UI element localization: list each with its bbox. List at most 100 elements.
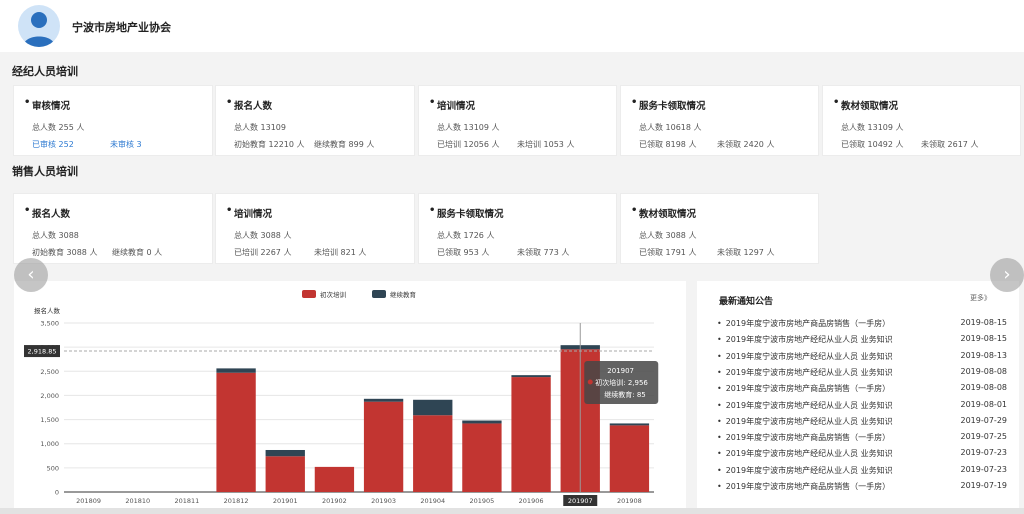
signup-chart-panel: 初次培训继续教育报名人数05001,0001,5002,0002,5003,00… xyxy=(14,281,686,508)
card-total: 总人数 3088 xyxy=(32,231,79,240)
bar-initial xyxy=(511,377,551,492)
card-total: 总人数 10618 人 xyxy=(639,123,702,132)
card-stat-b: 未培训 1053 人 xyxy=(517,140,575,149)
broker-card-review: 审核情况 总人数 255 人 已审核 252 未审核 3 xyxy=(13,85,213,156)
bar-initial xyxy=(609,425,650,492)
x-tick-label: 201903 xyxy=(371,497,396,505)
broker-card-textbook: 教材领取情况 总人数 13109 人 已领取 10492 人 未领取 2617 人 xyxy=(822,85,1021,156)
x-tick-label: 201811 xyxy=(175,497,200,505)
notice-item-date: 2019-08-15 xyxy=(960,318,1008,327)
card-title: 教材领取情况 xyxy=(833,97,898,112)
notice-item-date: 2019-08-13 xyxy=(960,350,1008,360)
sales-card-textbook: 教材领取情况 总人数 3088 人 已领取 1791 人 未领取 1297 人 xyxy=(620,193,819,264)
notice-item[interactable]: 2019年度宁波市房地产商品房销售（一手房） 2019-07-19 xyxy=(717,481,1011,497)
bar-initial xyxy=(363,401,404,492)
card-stat-b: 继续教育 0 人 xyxy=(112,248,163,257)
card-title: 审核情况 xyxy=(24,97,70,112)
unreviewed-link[interactable]: 未审核 3 xyxy=(110,140,142,149)
x-tick-label: 201907 xyxy=(568,497,593,505)
notice-item[interactable]: 2019年度宁波市房地产经纪从业人员 业务知识 2019-08-15 xyxy=(717,334,1011,350)
x-tick-label: 201812 xyxy=(224,497,249,505)
notice-item-date: 2019-08-15 xyxy=(960,334,1008,344)
notice-item-title: 2019年度宁波市房地产商品房销售（一手房） xyxy=(717,383,890,394)
notice-item[interactable]: 2019年度宁波市房地产商品房销售（一手房） 2019-08-08 xyxy=(717,383,1011,399)
card-title: 报名人数 xyxy=(24,205,70,220)
bar-initial xyxy=(462,423,502,492)
bar-initial xyxy=(413,415,453,492)
horizontal-scrollbar[interactable] xyxy=(0,508,1024,514)
notice-item-title: 2019年度宁波市房地产经纪从业人员 业务知识 xyxy=(717,334,893,345)
x-tick-label: 201810 xyxy=(125,497,150,505)
card-total: 总人数 13109 xyxy=(234,123,286,132)
card-stat-a: 已领取 10492 人 xyxy=(841,140,904,149)
card-stat-b: 继续教育 899 人 xyxy=(314,140,375,149)
notice-item-title: 2019年度宁波市房地产经纪从业人员 业务知识 xyxy=(717,400,893,411)
notice-item[interactable]: 2019年度宁波市房地产经纪从业人员 业务知识 2019-08-13 xyxy=(717,351,1011,367)
app-header: 宁波市房地产业协会 xyxy=(0,0,1024,52)
sales-card-servicecard: 服务卡领取情况 总人数 1726 人 已领取 953 人 未领取 773 人 xyxy=(418,193,617,264)
notice-item-date: 2019-07-23 xyxy=(960,448,1008,458)
y-tick-label: 1,000 xyxy=(40,440,59,448)
card-total: 总人数 3088 人 xyxy=(639,231,697,240)
card-stat-a: 已领取 953 人 xyxy=(437,248,490,257)
notice-item-date: 2019-07-23 xyxy=(960,464,1008,474)
notice-item[interactable]: 2019年度宁波市房地产商品房销售（一手房） 2019-08-15 xyxy=(717,318,1011,334)
tooltip-title: 201907 xyxy=(607,367,634,375)
card-total: 总人数 1726 人 xyxy=(437,231,495,240)
carousel-prev-button[interactable]: ‹ xyxy=(14,258,48,292)
sales-section-title: 销售人员培训 xyxy=(12,165,78,178)
y-tick-label: 1,500 xyxy=(40,416,59,424)
notice-item-date: 2019-07-19 xyxy=(960,481,1008,490)
card-stat-a: 已培训 2267 人 xyxy=(234,248,292,257)
bar-continuing xyxy=(462,420,502,424)
notice-item-date: 2019-07-29 xyxy=(960,415,1008,425)
bar-continuing xyxy=(511,375,551,378)
axis-pointer-badge xyxy=(24,345,60,358)
notice-item[interactable]: 2019年度宁波市房地产经纪从业人员 业务知识 2019-08-08 xyxy=(717,367,1011,383)
broker-section-title: 经纪人员培训 xyxy=(12,65,78,78)
card-title: 报名人数 xyxy=(226,97,272,112)
reviewed-link[interactable]: 已审核 252 xyxy=(32,140,74,149)
card-total: 总人数 255 人 xyxy=(32,123,85,132)
notice-item[interactable]: 2019年度宁波市房地产经纪从业人员 业务知识 2019-07-29 xyxy=(717,416,1011,432)
bar-continuing xyxy=(216,368,256,373)
y-tick-label: 0 xyxy=(55,489,59,497)
bar-continuing xyxy=(265,449,305,457)
card-title: 培训情况 xyxy=(429,97,475,112)
x-tick-label: 201901 xyxy=(273,497,298,505)
notice-item-title: 2019年度宁波市房地产经纪从业人员 业务知识 xyxy=(717,351,893,362)
card-stat-a: 已领取 8198 人 xyxy=(639,140,697,149)
sales-card-signup: 报名人数 总人数 3088 初始教育 3088 人 继续教育 0 人 xyxy=(13,193,213,264)
card-title: 服务卡领取情况 xyxy=(631,97,705,112)
card-total: 总人数 13109 人 xyxy=(437,123,500,132)
notice-item[interactable]: 2019年度宁波市房地产经纪从业人员 业务知识 2019-07-23 xyxy=(717,448,1011,464)
notice-item[interactable]: 2019年度宁波市房地产商品房销售（一手房） 2019-07-25 xyxy=(717,432,1011,448)
y-axis-label: 报名人数 xyxy=(34,306,61,315)
carousel-next-button[interactable]: › xyxy=(990,258,1024,292)
org-name: 宁波市房地产业协会 xyxy=(72,21,171,34)
x-tick-label: 201905 xyxy=(470,497,495,505)
user-avatar-icon[interactable] xyxy=(18,5,60,47)
notice-item-date: 2019-08-08 xyxy=(960,366,1008,376)
notice-more-link[interactable]: 更多》 xyxy=(970,294,991,302)
card-stat-b: 未领取 1297 人 xyxy=(717,248,775,257)
legend-swatch xyxy=(302,290,316,298)
notice-item-title: 2019年度宁波市房地产商品房销售（一手房） xyxy=(717,318,890,329)
card-title: 培训情况 xyxy=(226,205,272,220)
x-tick-label: 201904 xyxy=(420,497,445,505)
x-tick-label: 201809 xyxy=(76,497,101,505)
axis-pointer-label: 2,918.85 xyxy=(28,348,57,356)
notice-item[interactable]: 2019年度宁波市房地产经纪从业人员 业务知识 2019-07-23 xyxy=(717,465,1011,481)
notice-item[interactable]: 2019年度宁波市房地产经纪从业人员 业务知识 2019-08-01 xyxy=(717,400,1011,416)
signup-bar-chart[interactable]: 初次培训继续教育报名人数05001,0001,5002,0002,5003,00… xyxy=(14,281,686,508)
y-tick-label: 3,500 xyxy=(40,320,59,328)
y-tick-label: 2,000 xyxy=(40,392,59,400)
y-tick-label: 500 xyxy=(47,464,59,472)
notice-item-title: 2019年度宁波市房地产经纪从业人员 业务知识 xyxy=(717,465,893,476)
bar-continuing xyxy=(363,398,404,402)
card-stat-b: 未领取 2617 人 xyxy=(921,140,979,149)
broker-card-training: 培训情况 总人数 13109 人 已培训 12056 人 未培训 1053 人 xyxy=(418,85,617,156)
card-stat-b: 未领取 773 人 xyxy=(517,248,570,257)
legend-label: 继续教育 xyxy=(390,290,417,299)
y-tick-label: 2,500 xyxy=(40,368,59,376)
